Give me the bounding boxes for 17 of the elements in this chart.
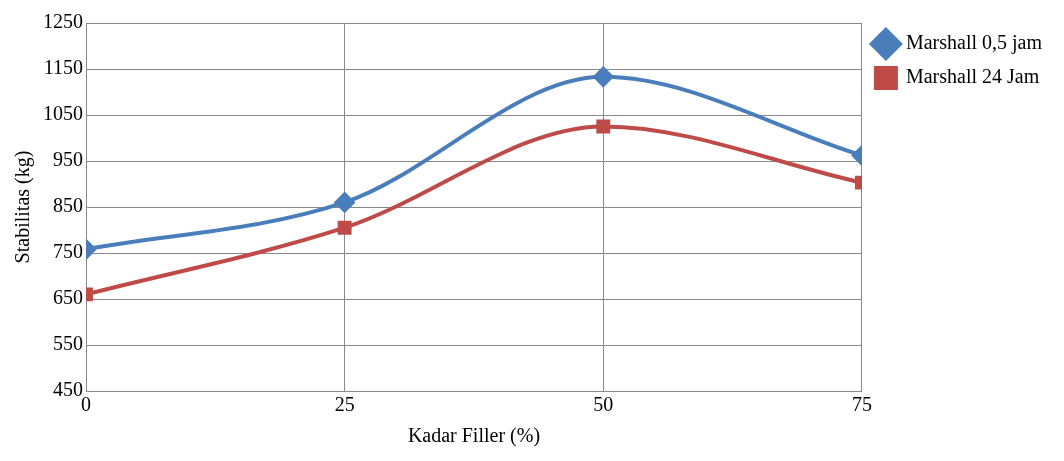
- x-tick-label: 75: [851, 393, 872, 416]
- y-tick-label: 450: [53, 378, 83, 401]
- y-tick-label: 550: [53, 332, 83, 355]
- x-axis-title: Kadar Filler (%): [407, 424, 541, 448]
- y-tick-label: 1150: [43, 56, 83, 79]
- legend-label: Marshall 24 Jam: [905, 65, 1040, 88]
- x-tick-label: 50: [593, 393, 614, 416]
- legend-label: Marshall 0,5 jam: [905, 31, 1043, 55]
- y-tick-label: 1050: [43, 102, 83, 125]
- y-tick-label: 650: [53, 286, 83, 309]
- y-tick-label: 850: [53, 194, 83, 217]
- x-tick-label: 0: [81, 393, 91, 416]
- y-axis-title: Stabilitas (kg): [11, 150, 35, 264]
- x-tick-label: 25: [334, 393, 355, 416]
- y-tick-label: 750: [53, 240, 83, 263]
- y-tick-label: 950: [53, 148, 83, 171]
- y-tick-label: 1250: [43, 10, 83, 33]
